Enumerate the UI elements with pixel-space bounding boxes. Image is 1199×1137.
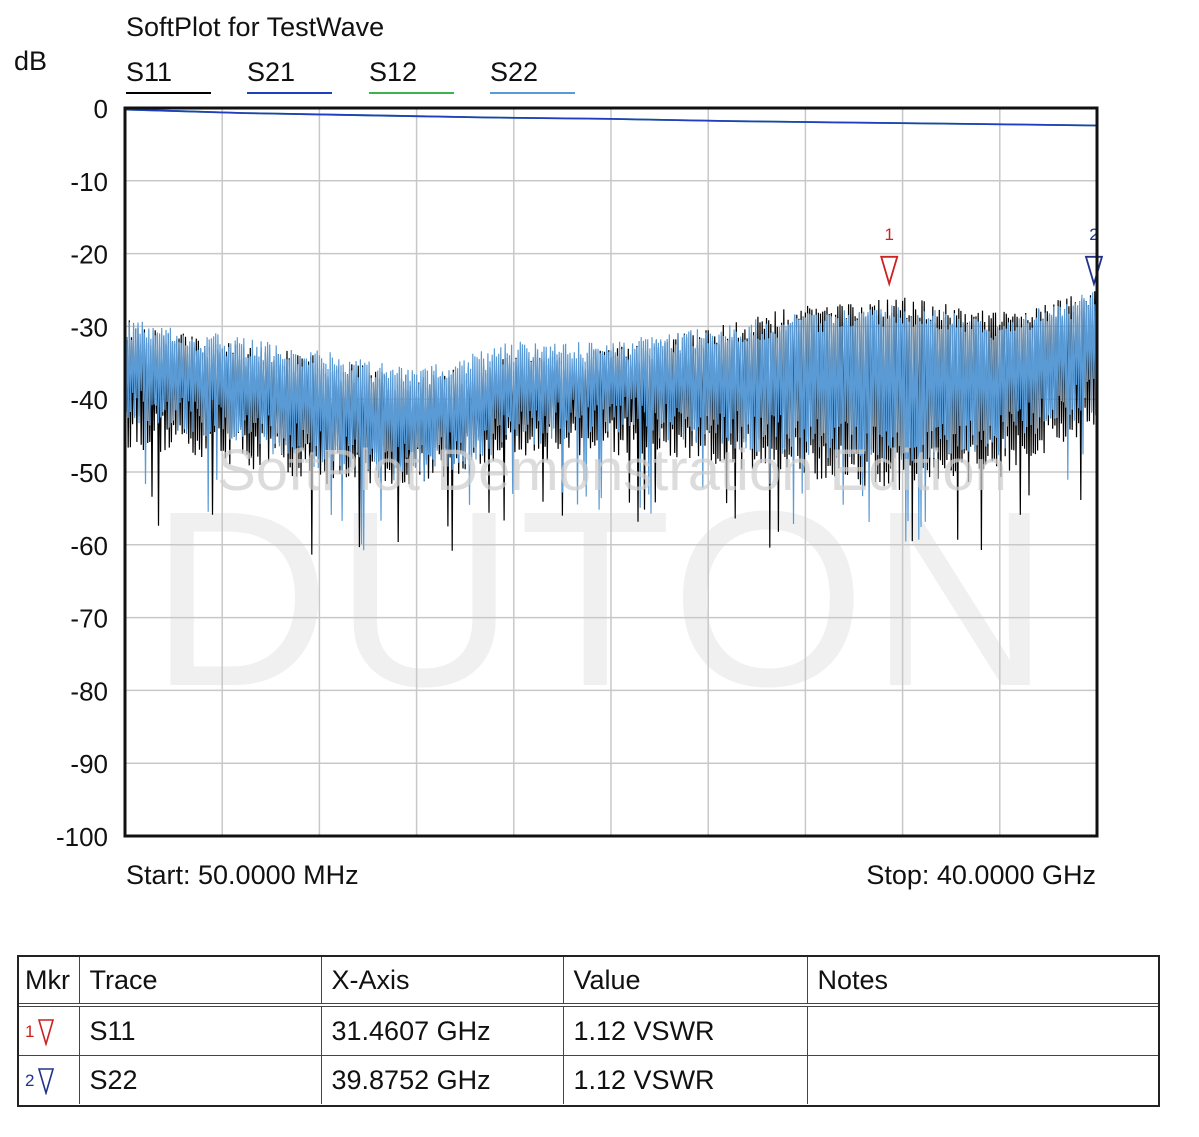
legend-label-s11: S11 — [126, 57, 172, 87]
marker-triangle-icon — [38, 1068, 55, 1097]
y-tick-labels: 0 -10 -20 -30 -40 -50 -60 -70 -80 -90 -100 — [56, 94, 108, 852]
header-mkr: Mkr — [19, 957, 80, 1007]
marker-number: 2 — [25, 1071, 35, 1091]
y-tick-label: -50 — [70, 458, 108, 488]
legend-label-s22: S22 — [490, 57, 538, 87]
cell-notes — [807, 1056, 1158, 1105]
marker-triangle-icon — [38, 1019, 55, 1048]
y-tick-label: -60 — [70, 531, 108, 561]
y-tick-label: -10 — [70, 167, 108, 197]
trace-s21 — [124, 108, 1098, 127]
marker-table-header: Mkr Trace X-Axis Value Notes — [19, 957, 1158, 1007]
plot-frame — [123, 106, 1099, 838]
stop-frequency-label: Stop: 40.0000 GHz — [866, 860, 1096, 890]
y-tick-label: -70 — [70, 604, 108, 634]
y-tick-label: -80 — [70, 676, 108, 706]
y-tick-label: -20 — [70, 240, 108, 270]
marker-table: Mkr Trace X-Axis Value Notes 1 S11 31.4607… — [17, 955, 1160, 1107]
y-tick-label: -30 — [70, 312, 108, 342]
marker-1-triangle — [880, 255, 899, 287]
header-notes: Notes — [807, 957, 1158, 1007]
marker-1-label: 1 — [885, 225, 894, 244]
y-tick-label: -100 — [56, 822, 108, 852]
watermark-duton: DUTON — [150, 459, 1054, 738]
y-tick-label: 0 — [94, 94, 108, 124]
cell-value: 1.12 VSWR — [563, 1055, 808, 1104]
traces — [124, 108, 1098, 555]
grid — [125, 107, 1097, 837]
legend-label-s12: S12 — [369, 57, 417, 87]
chart-title: SoftPlot for TestWave — [126, 12, 384, 42]
marker-table-row: 1 S11 31.4607 GHz 1.12 VSWR — [19, 1005, 1158, 1056]
cell-notes — [807, 1005, 1158, 1056]
header-trace: Trace — [79, 957, 322, 1007]
marker-table-row: 2 S22 39.8752 GHz 1.12 VSWR — [19, 1055, 1158, 1105]
start-frequency-label: Start: 50.0000 MHz — [126, 860, 359, 890]
marker-cell: 1 — [19, 1005, 80, 1056]
chart: SoftPlot for TestWave dB S11 S21 S12 S22 DU… — [14, 12, 1104, 890]
trace-s22 — [124, 292, 1098, 551]
cell-xaxis: 39.8752 GHz — [321, 1055, 564, 1104]
marker-number: 1 — [25, 1022, 35, 1042]
marker-cell: 2 — [19, 1055, 80, 1104]
legend: S11 S21 S12 S22 — [126, 57, 575, 94]
y-tick-label: -40 — [70, 385, 108, 415]
legend-label-s21: S21 — [247, 57, 295, 87]
header-value: Value — [563, 957, 808, 1007]
cell-trace: S22 — [79, 1055, 322, 1104]
y-axis-label: dB — [14, 46, 47, 76]
header-xaxis: X-Axis — [321, 957, 564, 1007]
y-tick-label: -90 — [70, 749, 108, 779]
cell-value: 1.12 VSWR — [563, 1005, 808, 1056]
marker-2-label: 2 — [1089, 225, 1098, 244]
watermark-softplot: SoftPlot Demonstration Edition — [217, 438, 1007, 503]
marker-2-triangle — [1084, 255, 1104, 287]
cell-trace: S11 — [79, 1005, 322, 1056]
cell-xaxis: 31.4607 GHz — [321, 1005, 564, 1056]
watermark: DUTON — [150, 459, 1054, 738]
